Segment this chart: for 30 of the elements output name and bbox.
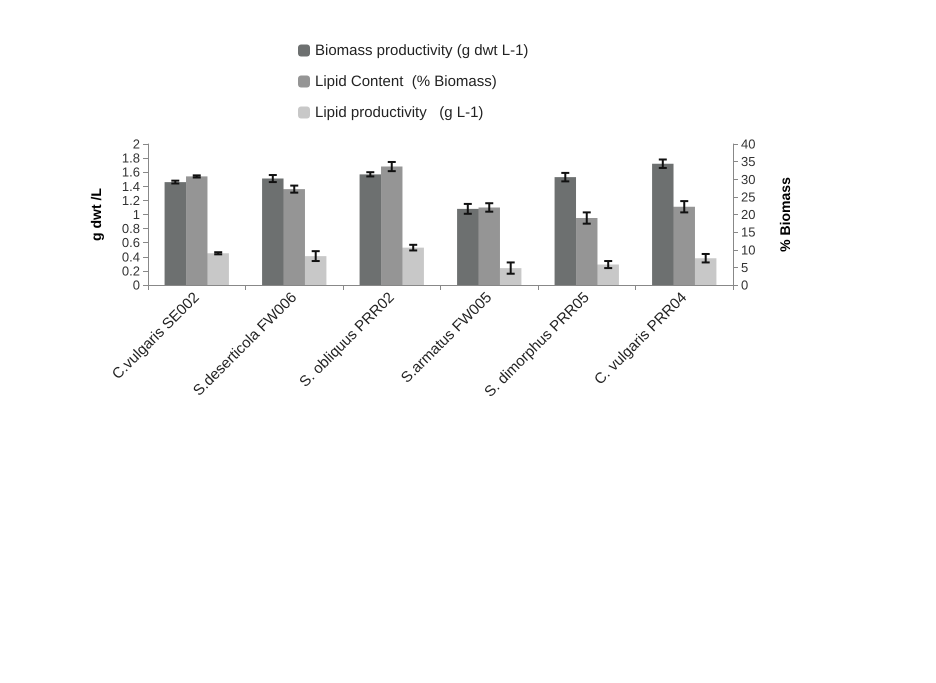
y2-tick-label: 0 [741,278,748,292]
y2-axis-title: % Biomass [777,176,793,252]
y-tick-label: 1.8 [122,150,140,166]
y2-tick-label: 15 [741,224,756,240]
bar [304,256,326,285]
y-tick-label: 0.6 [122,235,140,250]
bar [500,268,522,285]
legend-label: Lipid Content (% Biomass) [315,73,497,90]
y-tick-label: 0 [132,278,140,292]
y-tick-label: 1.2 [122,192,140,208]
bar [597,264,619,285]
y-axis-title: g dwt /L [88,188,104,241]
y-tick-label: 1 [132,207,140,222]
y2-tick-label: 25 [741,189,756,204]
y2-tick-label: 30 [741,172,756,187]
y2-tick-label: 35 [741,154,756,170]
y-tick-label: 1.4 [122,178,140,194]
legend-label: Lipid productivity (g L-1) [315,104,484,121]
legend-label: Biomass productivity (g dwt L-1) [315,42,528,59]
y2-tick-label: 5 [741,260,748,275]
y2-tick-label: 20 [741,207,756,222]
y-tick-label: 0.4 [122,249,140,264]
y2-tick-label: 40 [741,136,756,152]
y2-tick-label: 10 [741,242,756,258]
bar [402,248,424,285]
y-tick-label: 1.6 [122,164,140,180]
y-tick-label: 0.8 [122,221,140,236]
bar [207,253,229,285]
y-tick-label: 0.2 [122,263,140,278]
y-tick-label: 2 [132,136,140,152]
